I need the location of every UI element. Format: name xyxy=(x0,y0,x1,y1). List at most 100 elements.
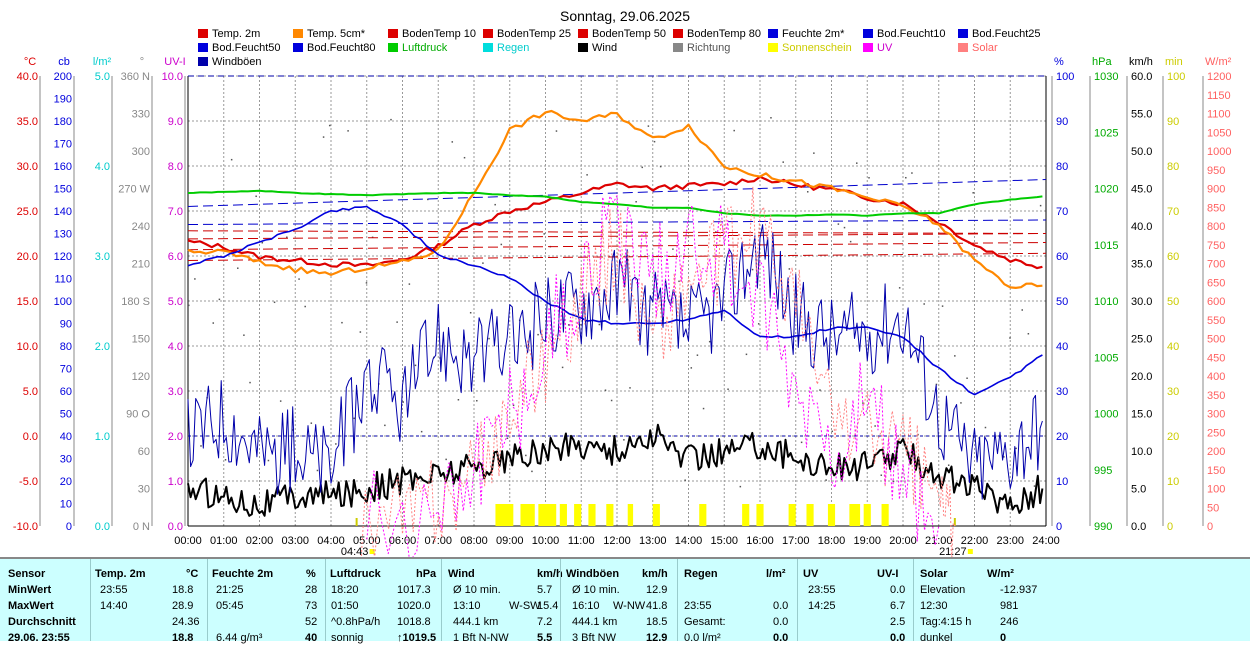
legend-label: Richtung xyxy=(687,42,730,54)
axis-tick-left: 90 xyxy=(60,319,72,331)
axis-tick-right: 1030 xyxy=(1094,71,1118,83)
axis-tick-left: 30 xyxy=(138,484,150,496)
legend-swatch xyxy=(768,29,778,38)
legend-swatch xyxy=(578,43,588,52)
x-tick-label: 20:00 xyxy=(889,535,917,547)
divider xyxy=(0,557,1250,559)
stats-wind-value: 5.7 xyxy=(537,584,553,596)
stats-gust-value: 12.9 xyxy=(646,632,668,644)
stats-wind-info: 444.1 km xyxy=(453,616,499,628)
axis-tick-left: 10 xyxy=(60,499,72,511)
legend-swatch xyxy=(293,29,303,38)
wind-direction-point xyxy=(390,118,392,121)
legend-swatch xyxy=(483,29,493,38)
axis-tick-right: 1150 xyxy=(1207,90,1231,102)
wind-direction-point xyxy=(659,165,662,168)
wind-direction-point xyxy=(604,389,607,391)
sunshine-bar xyxy=(788,504,796,526)
wind-direction-point xyxy=(402,401,404,403)
wind-direction-point xyxy=(598,323,601,326)
axis-tick-left: 120 xyxy=(132,371,150,383)
sunshine-bar xyxy=(588,504,596,526)
stats-gust-value: 12.9 xyxy=(646,584,668,596)
stats-rain-info: 23:55 xyxy=(684,600,712,612)
axis-tick-left: 300 xyxy=(132,146,150,158)
axis-tick-right: 70 xyxy=(1056,206,1068,218)
stats-wind-value: 5.5 xyxy=(537,632,553,644)
stats-wind-info: 1 Bft N-NW xyxy=(453,632,509,644)
axis-tick-right: 45.0 xyxy=(1131,184,1152,196)
stats-temp-time: 14:40 xyxy=(100,600,128,612)
axis-tick-right: 35.0 xyxy=(1131,259,1152,271)
axis-tick-right: 200 xyxy=(1207,446,1225,458)
stats-uv-time: 23:55 xyxy=(808,584,836,596)
legend-swatch xyxy=(863,43,873,52)
axis-tick-right: 60 xyxy=(1167,251,1179,263)
axis-tick-left: 0 N xyxy=(133,521,150,533)
stats-hum-value: 40 xyxy=(305,632,318,644)
stats-separator xyxy=(90,559,91,641)
stats-gust-value: 41.8 xyxy=(646,600,668,612)
x-tick-label: 01:00 xyxy=(210,535,238,547)
stats-rain-value: 0.0 xyxy=(773,616,789,628)
x-tick-label: 21:00 xyxy=(925,535,953,547)
stats-separator xyxy=(325,559,326,641)
axis-tick-right: 0.0 xyxy=(1131,521,1146,533)
stats-solar-info: 12:30 xyxy=(920,600,948,612)
sunshine-bar xyxy=(520,504,535,526)
wind-direction-point xyxy=(463,156,466,159)
stats-rain-info: Gesamt: xyxy=(684,616,726,628)
axis-tick-right: 750 xyxy=(1207,240,1225,252)
wind-direction-point xyxy=(635,201,637,203)
sunshine-bar xyxy=(627,504,634,526)
axis-tick-right: 800 xyxy=(1207,221,1225,233)
stats-hum-time: 21:25 xyxy=(216,584,244,596)
wind-direction-point xyxy=(1003,456,1005,458)
stats-header: Wind xyxy=(448,568,475,580)
series-line xyxy=(187,224,1043,500)
stats-header: km/h xyxy=(642,568,668,580)
sunshine-bar xyxy=(849,504,861,526)
axis-tick-right: 350 xyxy=(1207,390,1225,402)
wind-direction-point xyxy=(825,479,827,481)
stats-header: W/m² xyxy=(987,568,1014,580)
legend-label: Bod.Feucht10 xyxy=(877,28,946,40)
axis-tick-left: 5.0 xyxy=(23,386,38,398)
wind-direction-point xyxy=(494,203,496,206)
axis-tick-right: 950 xyxy=(1207,165,1225,177)
axis-tick-right: 80 xyxy=(1056,161,1068,173)
stats-temp-value: 18.8 xyxy=(172,584,194,596)
wind-direction-point xyxy=(1027,333,1030,335)
x-tick-label: 11:00 xyxy=(568,535,595,547)
axis-tick-left: 20 xyxy=(60,476,72,488)
stats-separator xyxy=(207,559,208,641)
legend-label: BodenTemp 25 xyxy=(497,28,571,40)
wind-direction-point xyxy=(678,280,680,283)
wind-direction-point xyxy=(469,311,472,314)
stats-separator xyxy=(560,559,561,641)
stats-uv-value: 0.0 xyxy=(890,584,906,596)
axis-tick-left: 130 xyxy=(54,229,72,241)
axis-tick-left: 5.0 xyxy=(168,296,183,308)
x-tick-label: 16:00 xyxy=(746,535,774,547)
axis-tick-left: 60 xyxy=(138,446,150,458)
axis-tick-left: 160 xyxy=(54,161,72,173)
legend-label: Luftdruck xyxy=(402,42,448,54)
stats-temp-time: 23:55 xyxy=(100,584,128,596)
axis-tick-right: 0 xyxy=(1207,521,1213,533)
sunset-label: 21:27 xyxy=(939,546,967,557)
stats-wind-dir: W-SW xyxy=(509,600,541,612)
sunshine-bar xyxy=(574,504,582,526)
legend-label: Regen xyxy=(497,42,529,54)
axis-tick-left: 0.0 xyxy=(23,431,38,443)
wind-direction-point xyxy=(261,241,264,244)
wind-direction-point xyxy=(365,282,368,284)
wind-direction-point xyxy=(1033,485,1036,487)
wind-direction-point xyxy=(947,464,950,466)
axis-tick-right: 20 xyxy=(1167,431,1179,443)
wind-direction-point xyxy=(396,321,398,323)
axis-tick-right: 1015 xyxy=(1094,240,1118,252)
wind-direction-point xyxy=(757,323,760,325)
axis-tick-left: 7.0 xyxy=(168,206,183,218)
wind-direction-point xyxy=(580,323,582,326)
